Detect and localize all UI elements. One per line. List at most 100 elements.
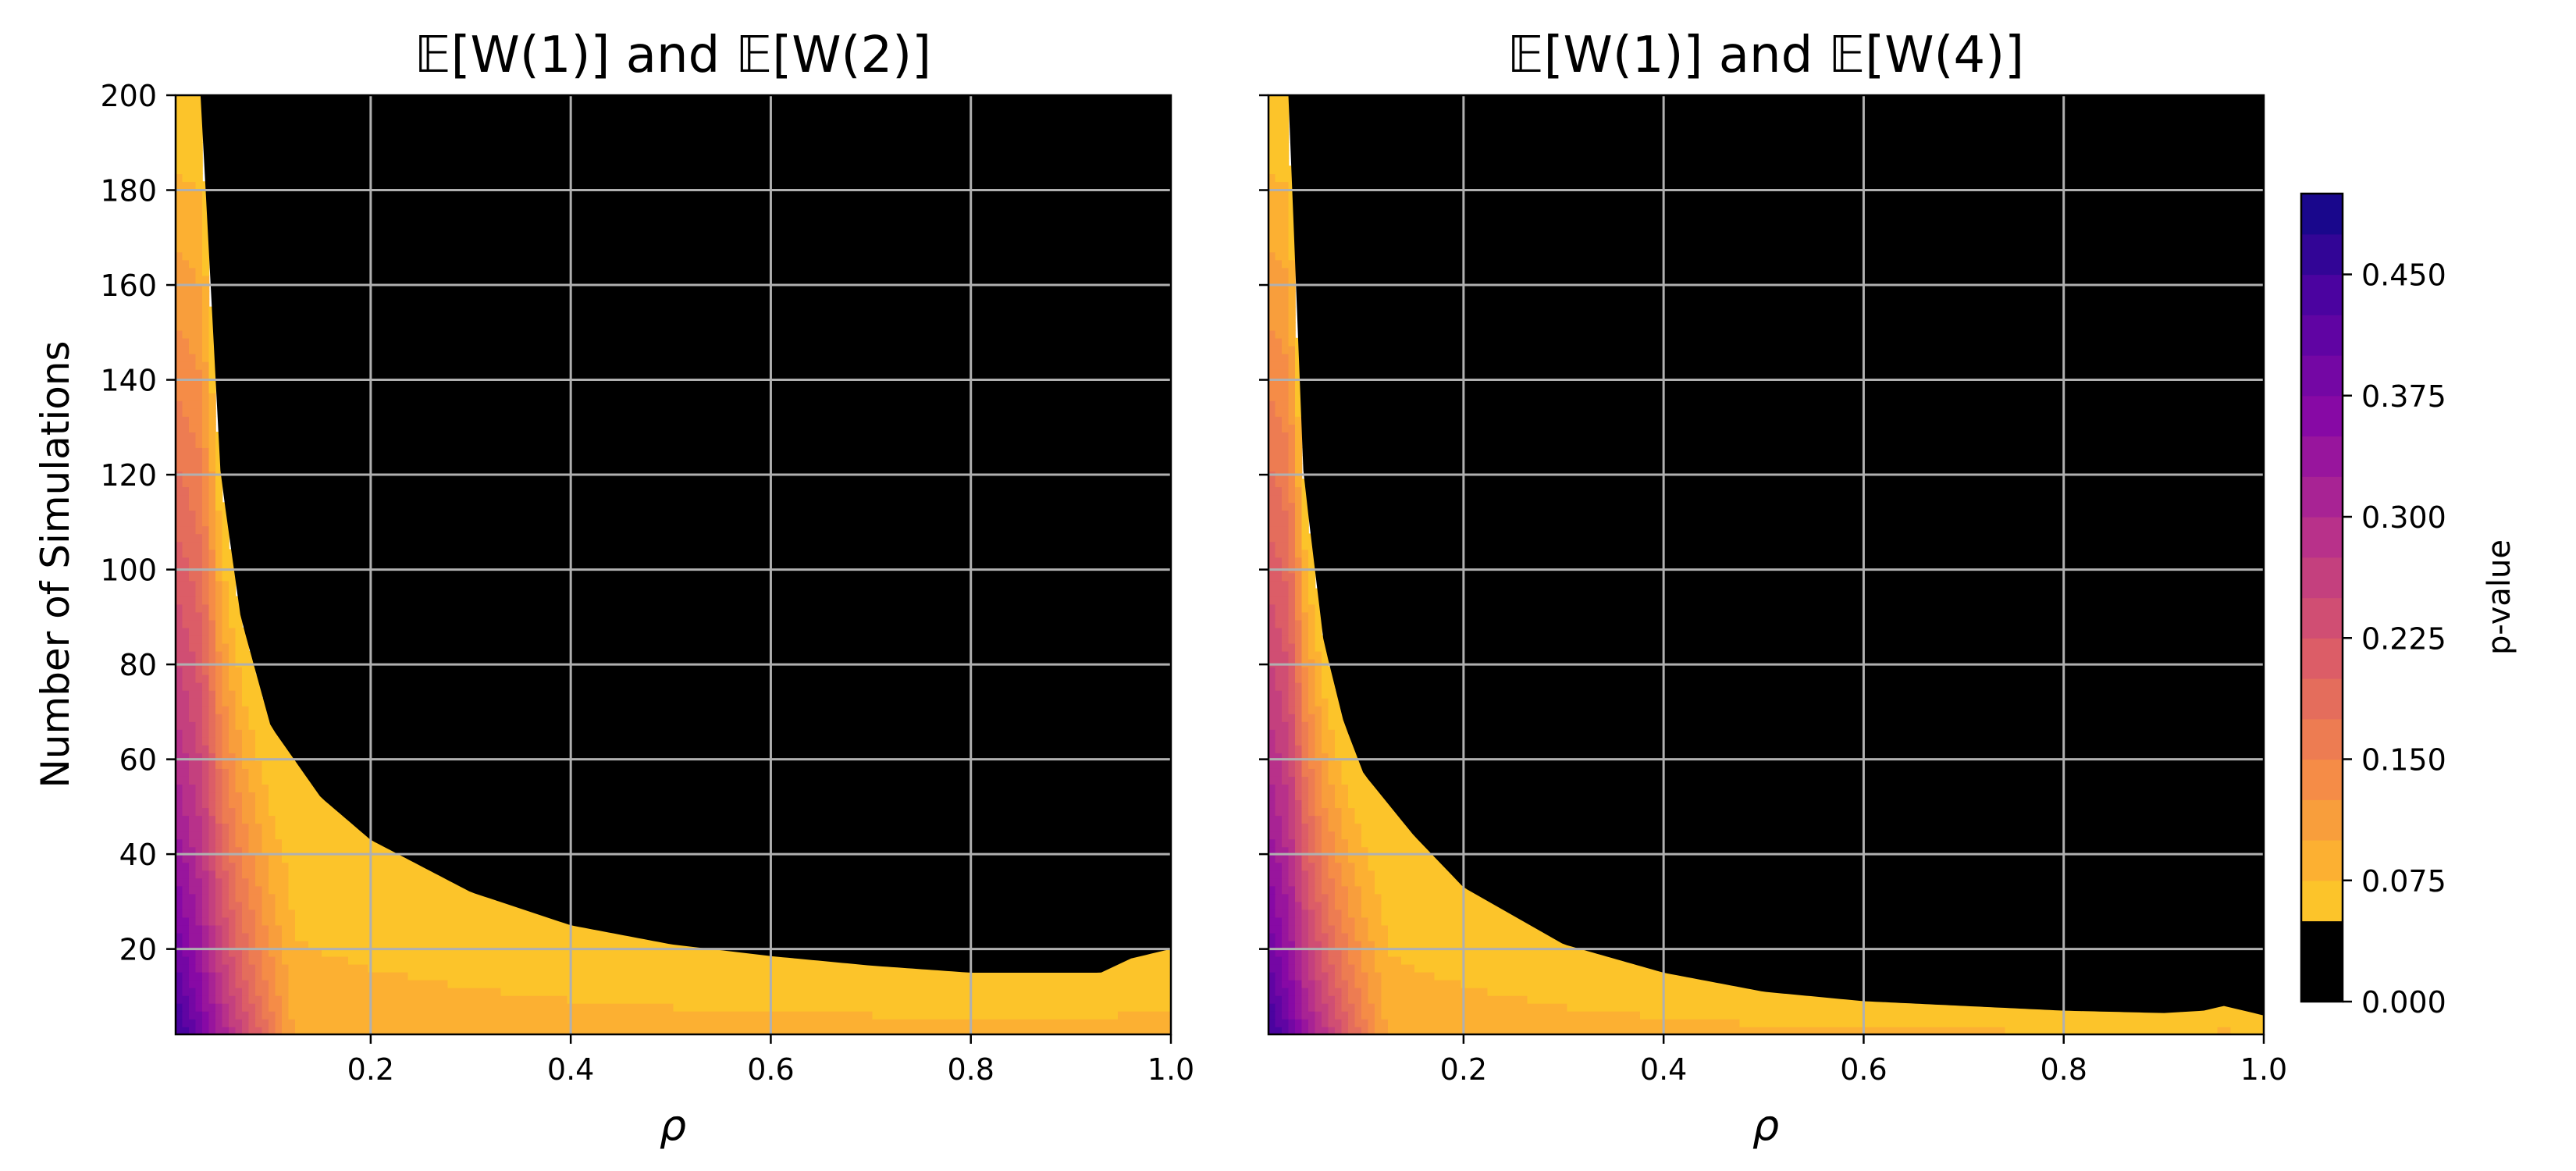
- heatmap-cell: [229, 729, 237, 738]
- heatmap-cell: [1151, 1002, 1158, 1012]
- heatmap-cell: [421, 870, 429, 879]
- heatmap-cell: [1341, 776, 1349, 785]
- heatmap-cell: [1414, 885, 1422, 895]
- heatmap-cell: [1268, 228, 1276, 237]
- heatmap-cell: [1288, 987, 1296, 996]
- heatmap-cell: [229, 815, 237, 824]
- heatmap-cell: [208, 588, 216, 597]
- heatmap-cell: [839, 995, 847, 1004]
- heatmap-cell: [176, 815, 183, 824]
- heatmap-cell: [1275, 877, 1283, 887]
- heatmap-cell: [1567, 979, 1574, 988]
- heatmap-cell: [295, 917, 303, 926]
- heatmap-cell: [1164, 956, 1171, 965]
- heatmap-cell: [269, 971, 276, 981]
- heatmap-cell: [1434, 1026, 1442, 1034]
- heatmap-cell: [1447, 1018, 1455, 1027]
- heatmap-cell: [1268, 463, 1276, 472]
- heatmap-cell: [1301, 525, 1309, 535]
- heatmap-cell: [434, 893, 442, 902]
- heatmap-cell: [1560, 940, 1568, 949]
- heatmap-cell: [282, 979, 290, 988]
- heatmap-cell: [208, 408, 216, 417]
- heatmap-cell: [1282, 95, 1290, 104]
- heatmap-cell: [1421, 963, 1429, 973]
- heatmap-cell: [195, 244, 203, 253]
- heatmap-cell: [434, 995, 442, 1004]
- heatmap-cell: [202, 792, 210, 801]
- heatmap-cell: [361, 885, 369, 895]
- heatmap-cell: [195, 948, 203, 957]
- heatmap-cell: [1308, 713, 1316, 722]
- heatmap-cell: [301, 877, 309, 887]
- heatmap-cell: [208, 541, 216, 550]
- heatmap-cell: [1091, 1010, 1099, 1020]
- heatmap-cell: [806, 987, 813, 996]
- heatmap-cell: [494, 956, 502, 965]
- heatmap-cell: [1295, 823, 1303, 832]
- heatmap-cell: [1282, 244, 1290, 253]
- heatmap-cell: [1288, 596, 1296, 605]
- heatmap-cell: [1434, 1010, 1442, 1020]
- heatmap-cell: [381, 1010, 389, 1020]
- heatmap-cell: [1388, 909, 1396, 918]
- heatmap-cell: [932, 1002, 940, 1012]
- heatmap-cell: [653, 1010, 661, 1020]
- heatmap-cell: [189, 705, 197, 714]
- heatmap-cell: [1091, 995, 1099, 1004]
- heatmap-cell: [500, 932, 508, 941]
- heatmap-cell: [1407, 846, 1415, 856]
- heatmap-cell: [527, 940, 535, 949]
- heatmap-cell: [235, 768, 243, 777]
- heatmap-cell: [269, 854, 276, 863]
- heatmap-cell: [447, 948, 455, 957]
- heatmap-cell: [1394, 917, 1402, 926]
- heatmap-cell: [354, 909, 362, 918]
- heatmap-cell: [202, 205, 210, 214]
- heatmap-cell: [1322, 745, 1329, 753]
- heatmap-cell: [885, 995, 893, 1004]
- heatmap-cell: [282, 862, 290, 871]
- heatmap-cell: [1268, 150, 1276, 158]
- heatmap-cell: [262, 815, 269, 824]
- heatmap-cell: [1288, 298, 1296, 308]
- heatmap-cell: [176, 831, 183, 840]
- heatmap-cell: [189, 463, 197, 472]
- heatmap-cell: [301, 815, 309, 824]
- heatmap-cell: [1301, 963, 1309, 973]
- heatmap-cell: [720, 971, 728, 981]
- heatmap-cell: [1084, 987, 1092, 996]
- heatmap-cell: [792, 979, 800, 988]
- heatmap-cell: [653, 940, 661, 949]
- heatmap-cell: [1275, 713, 1283, 722]
- heatmap-cell: [1282, 784, 1290, 793]
- heatmap-cell: [322, 956, 329, 965]
- heatmap-cell: [1322, 799, 1329, 809]
- heatmap-cell: [1388, 917, 1396, 926]
- heatmap-cell: [1301, 502, 1309, 511]
- heatmap-cell: [1308, 917, 1316, 926]
- heatmap-cell: [182, 525, 190, 535]
- heatmap-cell: [189, 166, 197, 175]
- heatmap-cell: [235, 901, 243, 910]
- heatmap-cell: [1158, 995, 1165, 1004]
- heatmap-cell: [1295, 572, 1303, 582]
- heatmap-cell: [195, 596, 203, 605]
- heatmap-cell: [1414, 909, 1422, 918]
- heatmap-cell: [1335, 760, 1343, 769]
- heatmap-cell: [1018, 1010, 1026, 1020]
- heatmap-cell: [1394, 846, 1402, 856]
- heatmap-cell: [461, 971, 468, 981]
- heatmap-cell: [713, 971, 720, 981]
- heatmap-cell: [415, 924, 422, 934]
- heatmap-cell: [1131, 971, 1139, 981]
- heatmap-cell: [189, 792, 197, 801]
- heatmap-cell: [1341, 901, 1349, 910]
- heatmap-cell: [1268, 298, 1276, 308]
- heatmap-cell: [176, 854, 183, 863]
- heatmap-cell: [1091, 1018, 1099, 1027]
- heatmap-cell: [1447, 901, 1455, 910]
- heatmap-cell: [248, 737, 256, 746]
- heatmap-cell: [1301, 650, 1309, 660]
